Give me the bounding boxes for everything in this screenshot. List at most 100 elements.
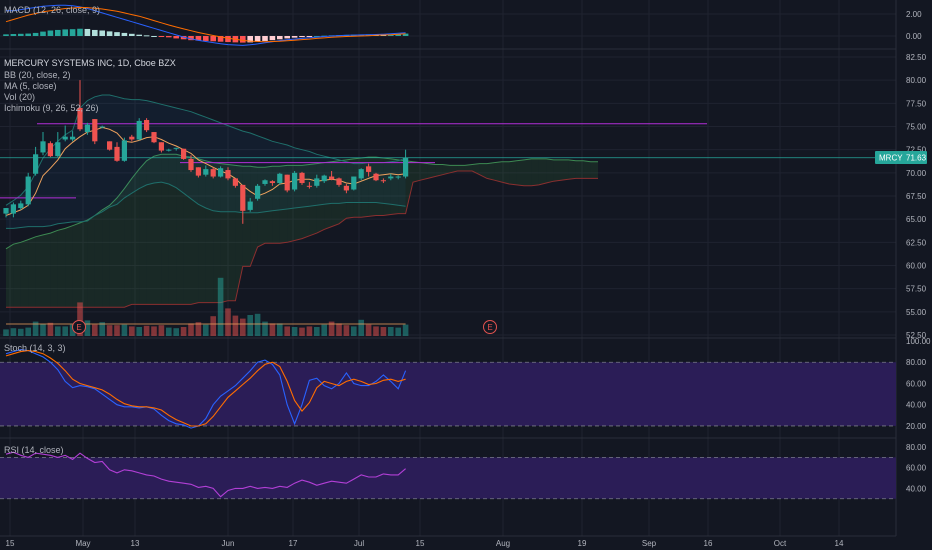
candle <box>25 172 31 207</box>
candle <box>299 171 305 185</box>
candle <box>166 148 172 152</box>
cloud-segment <box>265 166 273 244</box>
volume-bar <box>62 326 68 336</box>
cloud-segment <box>161 154 169 305</box>
cloud-segment <box>228 164 236 301</box>
cloud-segment <box>50 230 58 308</box>
earnings-marker-aug[interactable]: E <box>483 320 497 334</box>
cloud-segment <box>516 159 524 186</box>
candle-body <box>129 136 135 140</box>
earnings-marker-may[interactable]: E <box>72 320 86 334</box>
cloud-segment <box>28 236 36 308</box>
bb-legend[interactable]: BB (20, close, 2) <box>4 70 71 80</box>
candle <box>33 146 39 176</box>
cloud-segment <box>6 244 14 308</box>
macd-histogram-bar <box>55 29 61 36</box>
macd-histogram-bar <box>247 36 253 43</box>
rsi-legend[interactable]: RSI (14, close) <box>4 445 64 455</box>
candle-body <box>3 208 9 214</box>
volume-bar <box>173 328 179 336</box>
volume-legend[interactable]: Vol (20) <box>4 92 35 102</box>
candle-body <box>403 158 409 177</box>
volume-bar <box>284 326 290 336</box>
volume-bar <box>129 326 135 336</box>
stoch-axis-label: 40.00 <box>906 401 927 410</box>
volume-bar <box>18 328 24 336</box>
candle <box>366 163 372 177</box>
cloud-segment <box>524 158 532 186</box>
senkou-span-b <box>6 170 598 308</box>
cloud-segment <box>168 154 177 305</box>
rsi-pane[interactable] <box>0 451 896 500</box>
candle-body <box>188 158 194 171</box>
volume-bar <box>269 323 276 336</box>
macd-histogram-bar <box>151 36 157 37</box>
candle <box>158 142 164 153</box>
ichimoku-legend[interactable]: Ichimoku (9, 26, 52, 26) <box>4 103 99 113</box>
cloud-segment <box>531 158 539 186</box>
volume-bar <box>32 321 39 336</box>
stoch-legend[interactable]: Stoch (14, 3, 3) <box>4 343 66 353</box>
volume-bar <box>180 327 187 336</box>
price-axis-label: 57.50 <box>906 285 927 294</box>
cloud-segment <box>205 160 214 303</box>
candle <box>70 131 76 142</box>
price-axis-label: 62.50 <box>906 238 927 247</box>
time-axis[interactable]: 15 May 13 Jun 17 Jul 15 Aug 19 Sep 16 Oct 14 <box>6 539 844 548</box>
candle-body <box>321 175 327 182</box>
rsi-axis-label: 40.00 <box>906 484 927 493</box>
price-axis-label: 80.00 <box>906 76 927 85</box>
candle <box>277 172 283 185</box>
macd-histogram-bar <box>18 33 24 36</box>
stoch-axis-label: 20.00 <box>906 422 927 431</box>
volume-bar <box>188 323 194 336</box>
cloud-segment <box>339 159 347 224</box>
candle-body <box>144 120 150 131</box>
candle-body <box>395 176 401 178</box>
cloud-segment <box>479 163 487 179</box>
earnings-marker-label: E <box>487 323 492 332</box>
stoch-pane[interactable] <box>0 348 896 429</box>
macd-histogram-bar <box>217 36 224 42</box>
candle <box>99 125 105 129</box>
macd-histogram-bar <box>106 31 113 36</box>
candle-body <box>388 176 394 179</box>
macd-histogram-bar <box>203 36 209 41</box>
volume-bar <box>55 326 61 336</box>
macd-histogram-bar <box>84 28 91 36</box>
candle <box>173 147 179 151</box>
candle <box>3 208 9 218</box>
candle-body <box>292 172 298 190</box>
volume-bar <box>136 327 142 336</box>
price-axis[interactable]: 82.50 80.00 77.50 75.00 72.50 70.00 67.50 65.00… <box>906 10 931 493</box>
candle-body <box>114 146 120 161</box>
macd-legend[interactable]: MACD (12, 26, close, 9) <box>4 5 100 15</box>
macd-histogram-bar <box>32 32 39 36</box>
stoch-k-line <box>5 348 407 429</box>
volume-bar <box>151 326 157 336</box>
candle-body <box>232 178 238 186</box>
macd-pane[interactable] <box>3 4 409 46</box>
price-axis-label: 60.00 <box>906 262 927 271</box>
candle <box>269 180 275 186</box>
stoch-band <box>0 362 896 426</box>
stoch-d-line <box>5 350 406 427</box>
volume-bar <box>314 327 320 336</box>
cloud-segment <box>538 158 547 185</box>
time-axis-label: Jun <box>222 539 235 548</box>
macd-histogram-bar <box>262 36 268 41</box>
macd-histogram-bar <box>240 36 246 43</box>
macd-histogram-bar <box>62 29 68 36</box>
cloud-segment <box>383 158 391 216</box>
macd-histogram-bar <box>299 36 305 38</box>
volume-bar <box>69 324 76 336</box>
ma-legend[interactable]: MA (5, close) <box>4 81 57 91</box>
candle-body <box>107 141 113 150</box>
candle <box>247 197 253 212</box>
volume-bar <box>114 325 120 336</box>
candle-body <box>262 180 268 184</box>
cloud-segment <box>457 165 465 171</box>
candle-body <box>92 119 98 142</box>
candle <box>321 174 327 184</box>
candle-body <box>314 178 320 186</box>
